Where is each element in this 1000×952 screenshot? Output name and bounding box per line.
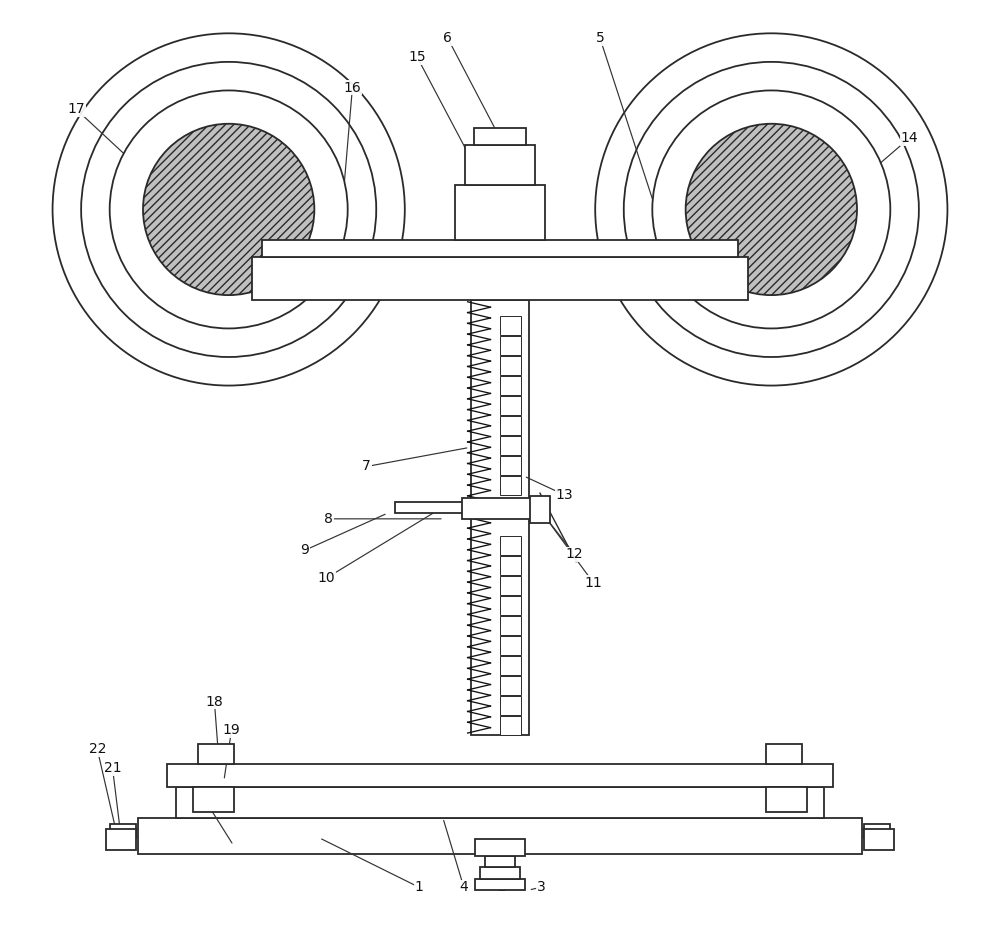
Circle shape — [624, 62, 919, 357]
Text: 12: 12 — [565, 547, 583, 561]
Bar — [262, 240, 738, 257]
Bar — [500, 416, 521, 435]
Bar — [500, 376, 521, 395]
Bar — [766, 787, 807, 812]
Text: 21: 21 — [104, 762, 121, 775]
Text: 5: 5 — [596, 31, 604, 45]
Bar — [500, 676, 521, 695]
Text: 14: 14 — [901, 131, 918, 145]
Text: 20: 20 — [199, 798, 216, 811]
Circle shape — [81, 62, 376, 357]
Bar — [500, 336, 521, 355]
Circle shape — [53, 33, 405, 386]
Bar — [500, 616, 521, 635]
Bar — [500, 356, 521, 375]
Text: 11: 11 — [584, 576, 602, 589]
Text: 7: 7 — [362, 460, 371, 473]
Bar — [480, 867, 520, 879]
Bar — [500, 476, 521, 495]
Text: 15: 15 — [408, 50, 426, 64]
Bar — [475, 839, 525, 856]
Bar — [864, 824, 890, 838]
Text: 13: 13 — [556, 488, 574, 502]
Bar — [500, 316, 521, 335]
Text: 10: 10 — [318, 571, 336, 585]
Bar — [198, 744, 234, 764]
Bar — [465, 145, 535, 185]
Text: 19: 19 — [223, 724, 240, 737]
Text: 1: 1 — [415, 881, 424, 894]
Text: 16: 16 — [344, 81, 361, 94]
Bar — [500, 436, 521, 455]
Bar — [176, 787, 824, 818]
Circle shape — [686, 124, 857, 295]
Circle shape — [110, 90, 348, 328]
Text: 18: 18 — [206, 695, 223, 708]
Text: 17: 17 — [68, 103, 85, 116]
Bar — [500, 456, 521, 475]
Bar — [500, 596, 521, 615]
Bar — [462, 498, 538, 519]
Text: 8: 8 — [324, 512, 333, 526]
Bar — [193, 787, 234, 812]
Bar — [500, 536, 521, 555]
Text: 2: 2 — [498, 881, 506, 894]
Bar — [500, 656, 521, 675]
Bar — [500, 716, 521, 735]
Bar — [475, 879, 525, 890]
Bar — [474, 128, 526, 145]
Bar — [500, 576, 521, 595]
Circle shape — [652, 90, 890, 328]
Bar — [252, 257, 748, 300]
Bar — [395, 502, 471, 512]
Bar — [864, 829, 894, 850]
Text: 4: 4 — [459, 881, 468, 894]
Bar — [766, 744, 802, 764]
Bar — [106, 829, 136, 850]
Text: 3: 3 — [537, 881, 545, 894]
Bar — [530, 496, 550, 523]
Bar — [167, 764, 833, 787]
Circle shape — [595, 33, 947, 386]
Text: 6: 6 — [443, 31, 452, 45]
Bar — [500, 556, 521, 575]
Text: 9: 9 — [300, 544, 309, 557]
Bar — [455, 185, 545, 240]
Bar — [500, 396, 521, 415]
Text: 22: 22 — [89, 743, 106, 756]
Circle shape — [143, 124, 314, 295]
Bar — [500, 696, 521, 715]
Bar — [110, 824, 136, 838]
Bar — [500, 636, 521, 655]
Bar — [471, 300, 529, 735]
Bar — [485, 856, 515, 867]
Bar — [138, 818, 862, 854]
